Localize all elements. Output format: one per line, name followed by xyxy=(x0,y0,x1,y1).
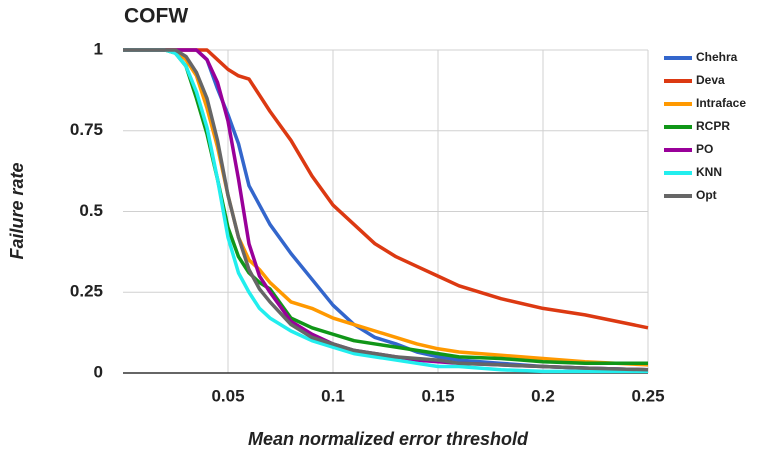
legend-label: KNN xyxy=(696,165,722,179)
y-tick-label: 0 xyxy=(94,362,103,381)
x-tick-label: 0.2 xyxy=(531,386,555,405)
line-series xyxy=(123,48,649,367)
x-axis-label: Mean normalized error threshold xyxy=(248,429,529,449)
y-tick-label: 1 xyxy=(94,39,103,58)
legend-label: RCPR xyxy=(696,119,730,133)
line-series xyxy=(123,48,649,372)
line-series xyxy=(123,48,649,372)
legend-label: Intraface xyxy=(696,96,746,110)
y-tick-label: 0.25 xyxy=(70,282,103,301)
legend-label: PO xyxy=(696,142,713,156)
x-tick-label: 0.1 xyxy=(321,386,345,405)
line-series xyxy=(123,48,648,374)
line-series xyxy=(123,48,648,366)
x-tick-label: 0.25 xyxy=(631,386,664,405)
x-tick-label: 0.05 xyxy=(211,386,244,405)
legend-label: Chehra xyxy=(696,50,738,64)
x-tick-label: 0.15 xyxy=(421,386,454,405)
line-series xyxy=(123,48,649,372)
y-tick-label: 0.5 xyxy=(79,201,103,220)
y-axis-label: Failure rate xyxy=(7,162,27,259)
legend-label: Deva xyxy=(696,73,725,87)
chart-title: COFW xyxy=(124,5,188,28)
y-tick-label: 0.75 xyxy=(70,120,103,139)
legend-label: Opt xyxy=(696,188,717,202)
